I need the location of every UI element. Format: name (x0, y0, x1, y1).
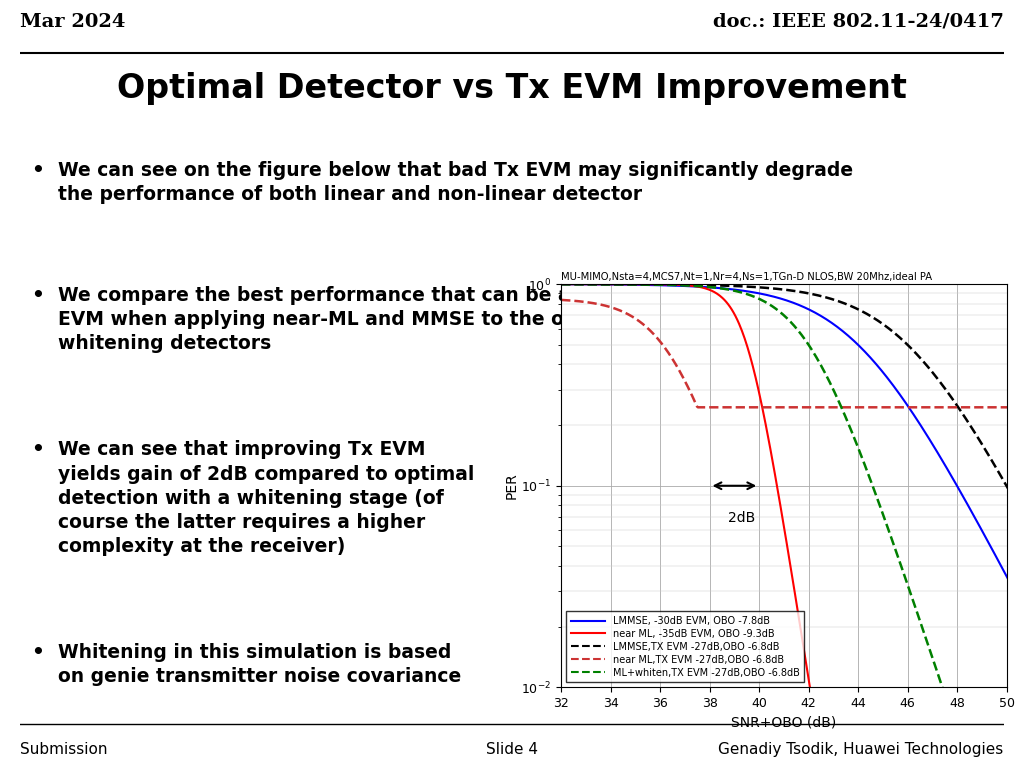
Text: 2dB: 2dB (728, 511, 756, 525)
Text: •: • (31, 161, 44, 180)
Text: Mar 2024: Mar 2024 (20, 12, 126, 31)
Text: Whitening in this simulation is based
on genie transmitter noise covariance: Whitening in this simulation is based on… (57, 643, 461, 686)
Text: MU-MIMO,Nsta=4,MCS7,Nt=1,Nr=4,Ns=1,TGn-D NLOS,BW 20Mhz,ideal PA: MU-MIMO,Nsta=4,MCS7,Nt=1,Nr=4,Ns=1,TGn-D… (561, 272, 932, 282)
Text: Genadiy Tsodik, Huawei Technologies: Genadiy Tsodik, Huawei Technologies (718, 742, 1004, 756)
Y-axis label: PER: PER (505, 472, 518, 499)
Text: doc.: IEEE 802.11-24/0417: doc.: IEEE 802.11-24/0417 (713, 12, 1004, 31)
Text: •: • (31, 286, 44, 305)
Text: Optimal Detector vs Tx EVM Improvement: Optimal Detector vs Tx EVM Improvement (117, 72, 907, 104)
Text: We compare the best performance that can be achieved with improved Tx
EVM when a: We compare the best performance that can… (57, 286, 844, 353)
Text: We can see that improving Tx EVM
yields gain of 2dB compared to optimal
detectio: We can see that improving Tx EVM yields … (57, 441, 474, 557)
Text: •: • (31, 441, 44, 459)
Text: •: • (31, 643, 44, 662)
Text: We can see on the figure below that bad Tx EVM may significantly degrade
the per: We can see on the figure below that bad … (57, 161, 853, 204)
Text: Slide 4: Slide 4 (486, 742, 538, 756)
Legend: LMMSE, -30dB EVM, OBO -7.8dB, near ML, -35dB EVM, OBO -9.3dB, LMMSE,TX EVM -27dB: LMMSE, -30dB EVM, OBO -7.8dB, near ML, -… (566, 611, 805, 683)
Text: Submission: Submission (20, 742, 108, 756)
X-axis label: SNR+OBO (dB): SNR+OBO (dB) (731, 716, 837, 730)
